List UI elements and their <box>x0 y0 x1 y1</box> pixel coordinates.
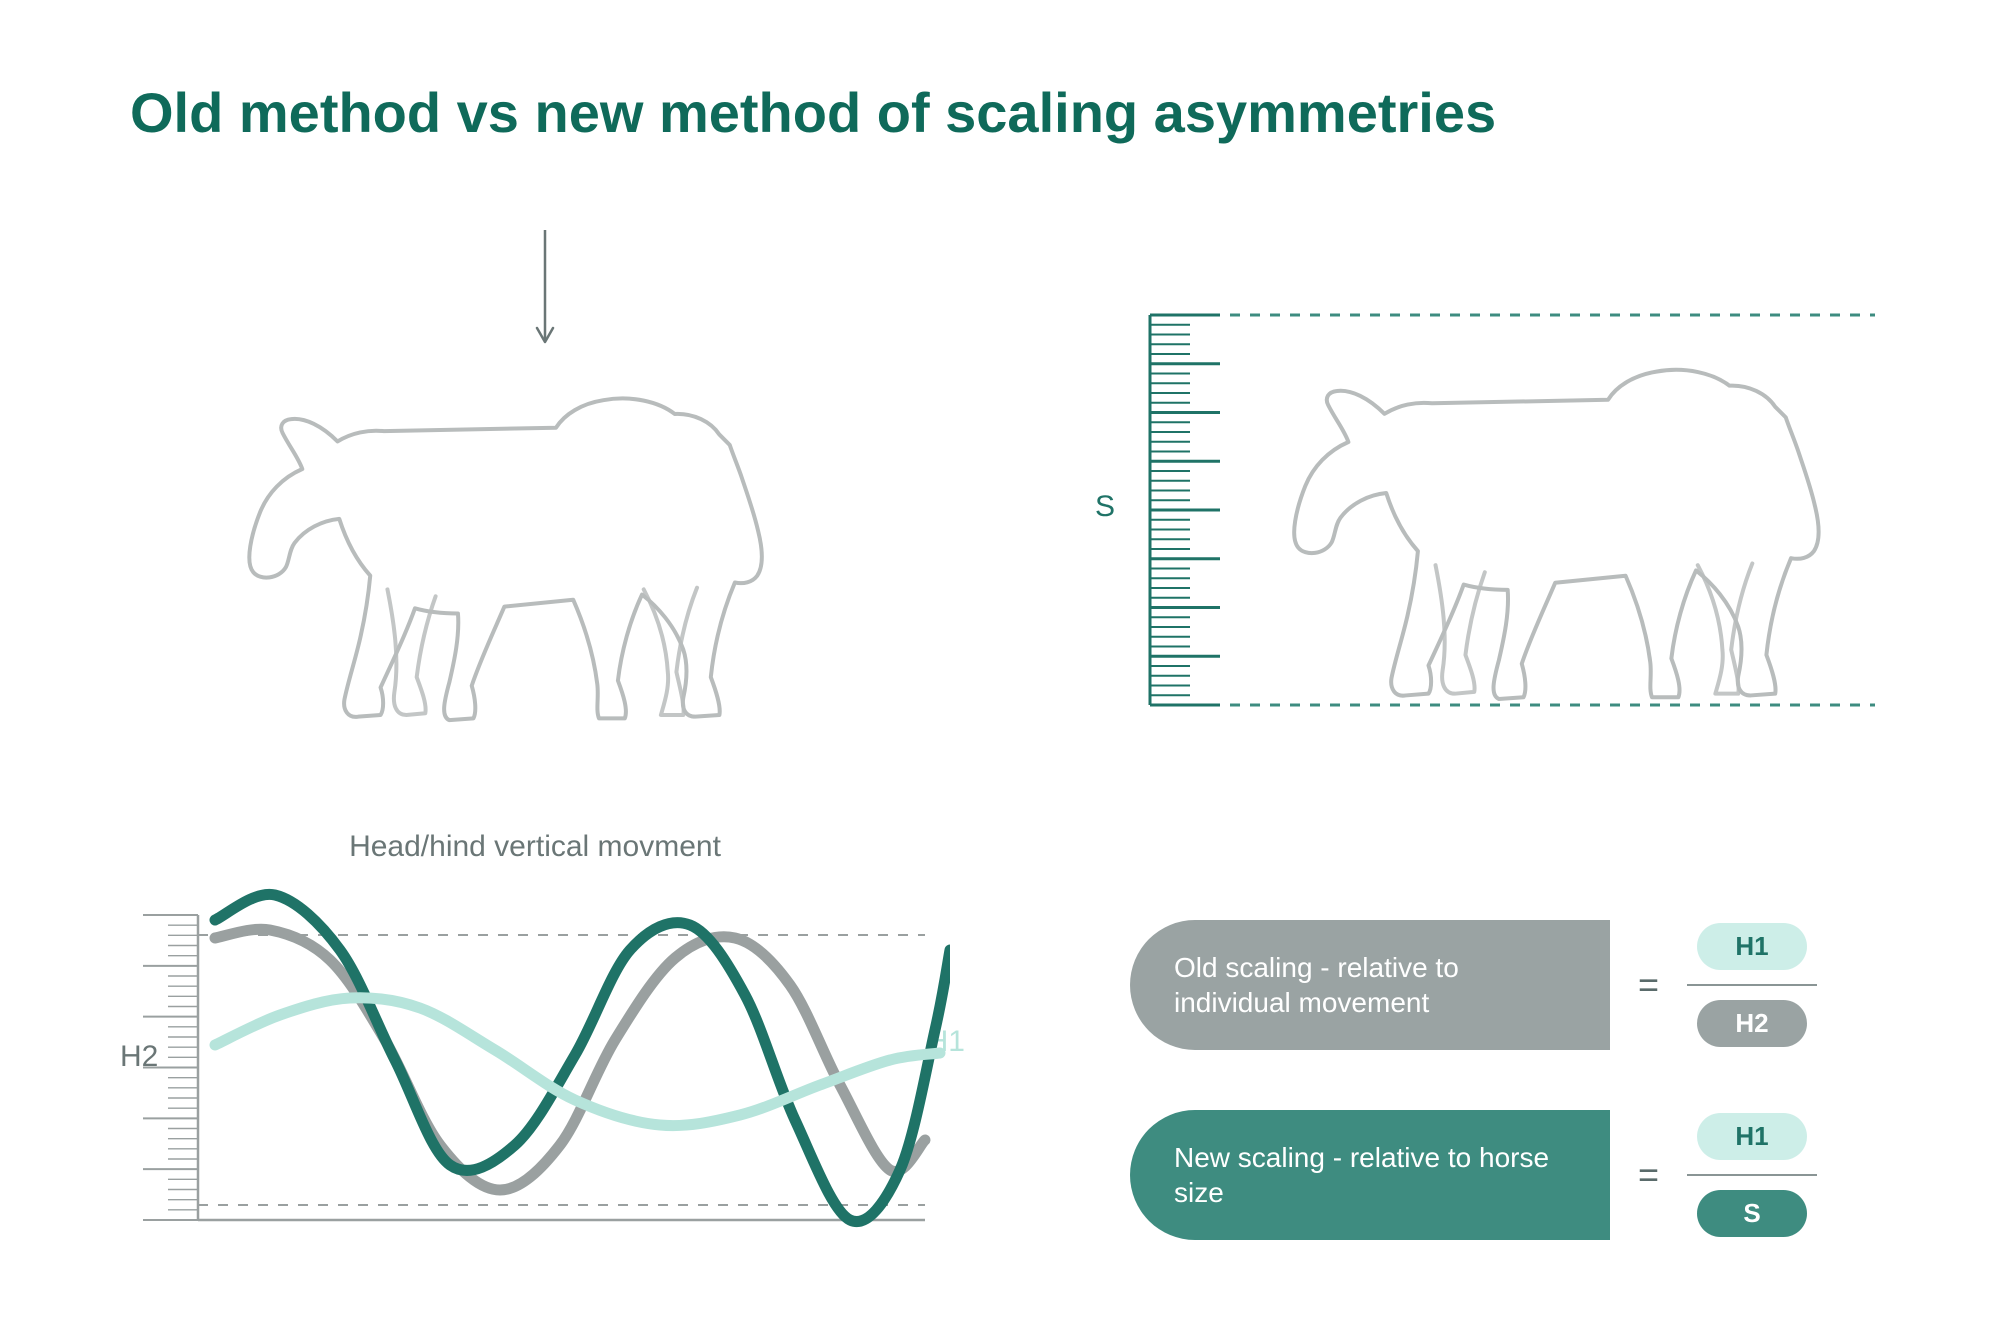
old-fraction: H1 H2 <box>1687 923 1817 1047</box>
equals-sign: = <box>1638 1154 1659 1196</box>
page-title: Old method vs new method of scaling asym… <box>130 80 1496 145</box>
new-denominator-chip: S <box>1697 1190 1807 1237</box>
new-scaling-pill: New scaling - relative to horse size <box>1130 1110 1610 1240</box>
fraction-line <box>1687 1174 1817 1176</box>
movement-chart: Head/hind vertical movment H2 H1 <box>120 830 950 1260</box>
s-label: S <box>1095 490 1115 524</box>
left-horse-diagram <box>155 230 875 730</box>
old-scaling-pill: Old scaling - relative to individual mov… <box>1130 920 1610 1050</box>
new-numerator-chip: H1 <box>1697 1113 1807 1160</box>
old-scaling-formula: Old scaling - relative to individual mov… <box>1130 920 1920 1050</box>
old-numerator-chip: H1 <box>1697 923 1807 970</box>
new-fraction: H1 S <box>1687 1113 1817 1237</box>
right-horse-diagram: S <box>1095 260 1915 760</box>
equals-sign: = <box>1638 964 1659 1006</box>
chart-title: Head/hind vertical movment <box>120 830 950 864</box>
new-scaling-formula: New scaling - relative to horse size = H… <box>1130 1110 1920 1240</box>
fraction-line <box>1687 984 1817 986</box>
old-denominator-chip: H2 <box>1697 1000 1807 1047</box>
